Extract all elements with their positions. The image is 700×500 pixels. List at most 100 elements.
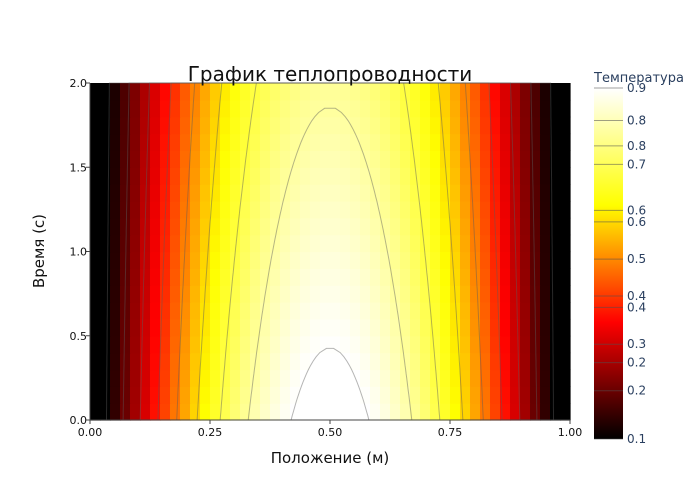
contour-line: [157, 82, 503, 421]
heatmap-cell: [560, 386, 571, 404]
heatmap-cell: [110, 116, 121, 135]
heatmap-cell: [200, 302, 211, 320]
heatmap-cell: [200, 234, 211, 253]
heatmap-cell: [530, 318, 541, 337]
heatmap-cell: [550, 83, 561, 101]
heatmap-cell: [220, 217, 231, 236]
heatmap-cell: [430, 251, 441, 269]
heatmap-cell: [420, 83, 431, 101]
heatmap-cell: [480, 99, 491, 118]
heatmap-cell: [310, 150, 321, 168]
heatmap-cell: [310, 184, 321, 202]
heatmap-cell: [160, 116, 171, 135]
heatmap-cell: [400, 133, 411, 151]
heatmap-cells: [90, 83, 571, 421]
x-tick-label: 0.25: [198, 426, 223, 439]
colorbar-tick-label: 0.2: [627, 384, 646, 398]
heatmap-cell: [230, 335, 241, 354]
heatmap-cell: [130, 184, 141, 202]
contour-line: [139, 82, 521, 421]
heatmap-cell: [480, 335, 491, 354]
heatmap-cell: [240, 369, 251, 387]
heatmap-cell: [140, 251, 151, 269]
heatmap-cell: [540, 268, 551, 286]
heatmap-cell: [540, 167, 551, 185]
heatmap-cell: [530, 200, 541, 219]
heatmap-cell: [120, 386, 131, 404]
heatmap-cell: [160, 352, 171, 371]
heatmap-cell: [440, 318, 451, 337]
heatmap-cell: [550, 251, 561, 269]
heatmap-cell: [290, 83, 301, 101]
heatmap-cell: [200, 386, 211, 404]
heatmap-cell: [340, 352, 351, 371]
heatmap-cell: [520, 167, 531, 185]
heatmap-cell: [150, 167, 161, 185]
heatmap-cell: [390, 116, 401, 135]
heatmap-cell: [450, 285, 461, 303]
heatmap-cell: [120, 200, 131, 219]
heatmap-cell: [390, 133, 401, 151]
y-tick-label: 1.0: [70, 246, 88, 259]
heatmap-cell: [320, 386, 331, 404]
heatmap-cell: [270, 184, 281, 202]
heatmap-cell: [400, 318, 411, 337]
heatmap-cell: [170, 369, 181, 387]
heatmap-cell: [270, 99, 281, 118]
heatmap-cell: [210, 352, 221, 371]
heatmap-cell: [530, 251, 541, 269]
heatmap-cell: [400, 369, 411, 387]
heatmap-cell: [220, 150, 231, 168]
heatmap-cell: [280, 369, 291, 387]
heatmap-cell: [360, 217, 371, 236]
heatmap-cell: [190, 200, 201, 219]
heatmap-cell: [520, 234, 531, 253]
heatmap-cell: [430, 234, 441, 253]
heatmap-cell: [110, 167, 121, 185]
heatmap-cell: [360, 369, 371, 387]
heatmap-cell: [350, 184, 361, 202]
heatmap-cell: [380, 133, 391, 151]
heatmap-cell: [120, 302, 131, 320]
heatmap-cell: [140, 234, 151, 253]
heatmap-cell: [130, 133, 141, 151]
heatmap-cell: [330, 133, 341, 151]
heatmap-cell: [240, 268, 251, 286]
heatmap-cell: [100, 318, 111, 337]
heatmap-cell: [210, 200, 221, 219]
heatmap-cell: [270, 83, 281, 101]
heatmap-cell: [340, 251, 351, 269]
heatmap-cell: [130, 369, 141, 387]
heatmap-cell: [250, 268, 261, 286]
heatmap-cell: [90, 285, 101, 303]
heatmap-cell: [440, 335, 451, 354]
heatmap-cell: [490, 99, 501, 118]
heatmap-cell: [320, 318, 331, 337]
heatmap-cell: [530, 234, 541, 253]
heatmap-cell: [150, 200, 161, 219]
heatmap-cell: [230, 184, 241, 202]
heatmap-cell: [150, 285, 161, 303]
heatmap-cell: [280, 83, 291, 101]
heatmap-cell: [250, 184, 261, 202]
heatmap-cell: [550, 352, 561, 371]
x-tick-labels: 0.00 0.25 0.50 0.75 1.00: [78, 420, 582, 439]
heatmap-cell: [190, 386, 201, 404]
heatmap-cell: [220, 200, 231, 219]
heatmap-cell: [170, 99, 181, 118]
heatmap-cell: [430, 268, 441, 286]
heatmap-cell: [240, 150, 251, 168]
heatmap-cell: [350, 217, 361, 236]
heatmap-cell: [420, 251, 431, 269]
heatmap-cell: [170, 234, 181, 253]
heatmap-cell: [370, 167, 381, 185]
heatmap-cell: [240, 99, 251, 118]
heatmap-cell: [180, 116, 191, 135]
heatmap-cell: [300, 167, 311, 185]
heatmap-cell: [310, 318, 321, 337]
heatmap-cell: [290, 302, 301, 320]
heatmap-cell: [340, 386, 351, 404]
y-tick-labels: 0.0 0.5 1.0 1.5 2.0: [70, 77, 90, 427]
heatmap-cell: [440, 234, 451, 253]
heatmap-cell: [380, 285, 391, 303]
